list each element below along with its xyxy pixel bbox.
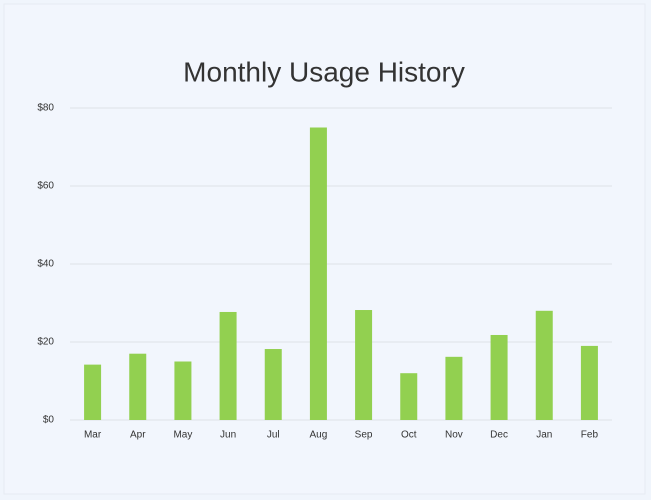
x-tick-label: Mar [84, 430, 102, 441]
x-tick-label: Feb [581, 430, 599, 441]
bar [490, 334, 508, 420]
x-tick-label: May [173, 430, 192, 441]
bar [129, 353, 147, 420]
bar [580, 345, 598, 420]
y-tick-label: $0 [43, 415, 55, 426]
bar [84, 364, 102, 420]
bar [445, 356, 463, 420]
bar [355, 310, 373, 420]
bar [309, 127, 327, 420]
y-tick-label: $60 [37, 181, 54, 192]
x-tick-label: Aug [310, 430, 328, 441]
y-tick-label: $80 [37, 103, 54, 114]
x-tick-label: Jun [220, 430, 236, 441]
x-tick-label: Nov [445, 430, 463, 441]
chart-title: Monthly Usage History [183, 56, 465, 87]
x-tick-label: Sep [355, 430, 373, 441]
x-tick-label: Jan [536, 430, 552, 441]
x-tick-label: Dec [490, 430, 508, 441]
x-tick-label: Apr [130, 430, 146, 441]
x-tick-label: Jul [267, 430, 280, 441]
bar [219, 311, 237, 420]
y-tick-label: $20 [37, 337, 54, 348]
x-tick-label: Oct [401, 430, 417, 441]
bar [174, 361, 192, 420]
bar [400, 373, 418, 420]
bar [535, 310, 553, 420]
bar [264, 349, 282, 420]
y-tick-label: $40 [37, 259, 54, 270]
